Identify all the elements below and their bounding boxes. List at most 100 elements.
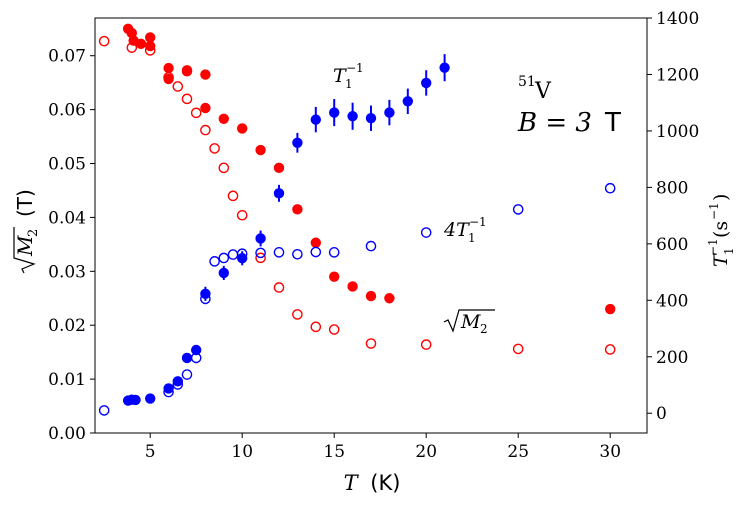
data-point	[605, 303, 616, 315]
series-layer	[98, 23, 616, 416]
y-right-label-unit-sup: −1	[707, 202, 721, 220]
data-point	[163, 62, 174, 74]
plot-frame	[94, 17, 648, 434]
data-point	[145, 393, 156, 404]
data-point	[227, 249, 239, 260]
data-point	[329, 271, 340, 282]
data-point	[209, 143, 220, 154]
m2-label-M: M	[460, 311, 481, 333]
data-point	[237, 123, 248, 134]
series-red-filled	[122, 23, 616, 315]
y-right-tick-label: 200	[656, 348, 688, 368]
data-point	[190, 107, 202, 119]
data-point	[310, 246, 322, 258]
data-point	[227, 190, 239, 202]
data-point	[273, 282, 285, 293]
x-ticks: 5 10 15 20 25 30	[145, 433, 621, 462]
y-left-label-M-sub: 2	[26, 229, 41, 237]
data-point	[310, 321, 322, 333]
data-point	[218, 162, 230, 174]
y-left-tick-label: 0.01	[48, 370, 86, 390]
x-axis-label: T (K)	[344, 471, 401, 495]
x-axis-label-unit: (K)	[370, 471, 400, 495]
data-point	[273, 188, 285, 199]
data-point	[191, 344, 202, 356]
data-point	[172, 379, 184, 390]
y-right-tick-label: 0	[656, 404, 667, 424]
data-point	[218, 267, 229, 279]
data-point	[181, 93, 193, 105]
series-blue-open	[98, 182, 616, 416]
data-point	[200, 293, 211, 305]
data-point	[604, 182, 616, 194]
data-point	[209, 256, 220, 267]
data-point	[365, 240, 377, 252]
four-t1-label-base: 4T	[443, 219, 470, 241]
data-point	[255, 247, 266, 259]
data-point	[365, 338, 377, 349]
x-axis-label-symbol: T	[344, 471, 360, 495]
data-point	[218, 252, 230, 264]
y-left-tick-label: 0.06	[48, 101, 86, 121]
y-right-label-close: )	[710, 194, 732, 201]
y-left-tick-label: 0.05	[48, 155, 86, 175]
m2-label-sub: 2	[480, 322, 488, 336]
y-right-label-T: T	[710, 253, 732, 267]
data-point	[292, 309, 303, 320]
data-point	[421, 77, 432, 89]
y-right-label-T-sub: 1	[722, 247, 736, 255]
data-point	[200, 124, 211, 136]
x-tick-label: 10	[231, 442, 253, 462]
data-point	[255, 233, 266, 244]
y-left-tick-label: 0.03	[48, 262, 86, 282]
data-point	[255, 252, 266, 264]
data-point	[130, 394, 141, 406]
data-point	[181, 65, 193, 76]
x-tick-label: 20	[415, 442, 437, 462]
data-point	[328, 247, 340, 258]
data-point	[384, 107, 395, 118]
nucleus-annotation: 51 V	[518, 74, 552, 104]
four-t1-series-label: 4T 1 −1	[443, 215, 487, 245]
four-t1-label-sub: 1	[468, 231, 476, 245]
data-point	[365, 113, 377, 124]
m2-series-label: M 2	[443, 309, 495, 336]
data-point	[310, 114, 321, 125]
data-point	[163, 383, 174, 394]
y-right-axis-label: T 1 −1 (s −1 )	[706, 194, 736, 267]
data-point	[98, 405, 110, 416]
y-right-tick-label: 400	[656, 291, 688, 311]
y-left-axis-label: M 2 (T)	[13, 189, 41, 274]
data-point	[420, 339, 432, 350]
data-point	[98, 35, 110, 47]
field-lhs: B = 3	[517, 108, 592, 138]
data-point	[135, 38, 147, 50]
data-point	[347, 281, 358, 292]
series-blue-filled	[122, 54, 450, 406]
data-point	[273, 162, 285, 174]
data-point	[145, 32, 156, 43]
y-left-ticks: 0.00 0.01 0.02 0.03 0.04 0.05 0.06 0.07	[48, 47, 95, 444]
data-point	[347, 111, 358, 122]
y-left-label-unit: (T)	[13, 189, 37, 217]
data-point	[163, 386, 174, 398]
sqrt-sign-annotation	[443, 309, 495, 333]
data-point	[144, 45, 156, 56]
nucleus-symbol: V	[534, 79, 552, 104]
field-annotation: B = 3 T	[517, 108, 621, 138]
t1-label-base: T	[333, 65, 347, 87]
sqrt-sign-left	[13, 227, 36, 274]
y-right-tick-label: 1200	[656, 65, 699, 85]
data-point	[512, 204, 524, 215]
data-point	[439, 62, 450, 73]
t1-label-sup: −1	[346, 61, 364, 75]
data-point	[181, 352, 193, 364]
data-point	[384, 293, 395, 304]
data-point	[512, 343, 524, 355]
t1-label-sub: 1	[345, 77, 353, 91]
data-point	[420, 227, 432, 238]
x-tick-label: 30	[599, 442, 621, 462]
data-point	[329, 107, 340, 118]
data-point	[181, 369, 193, 380]
data-point	[126, 42, 138, 53]
